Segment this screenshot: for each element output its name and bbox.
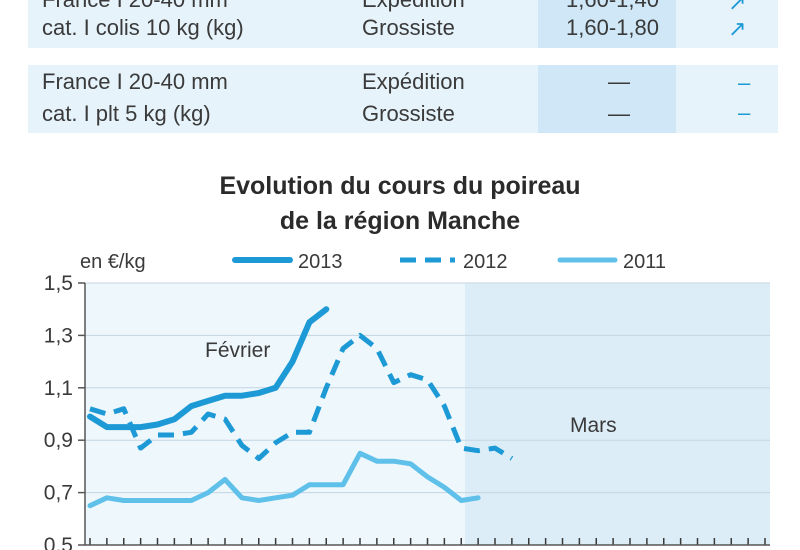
stage-label: Expédition xyxy=(362,0,465,16)
trend-stable-icon: – xyxy=(738,70,751,95)
price-value: 1,60-1,80 xyxy=(566,15,659,40)
price-value: — xyxy=(608,101,630,126)
price-table: France I 20-40 mm cat. I colis 10 kg (kg… xyxy=(28,0,778,135)
chart-title-line-1: Evolution du cours du poireau xyxy=(219,172,581,200)
trend-stable-icon: – xyxy=(738,100,751,125)
legend-label: 2011 xyxy=(623,251,666,273)
price-column xyxy=(538,0,676,48)
y-tick-label: 0,9 xyxy=(44,429,73,452)
annotation-mars: Mars xyxy=(570,414,617,437)
series-line-2012 xyxy=(89,332,514,461)
legend-label: 2013 xyxy=(298,251,343,273)
y-tick-label: 0,5 xyxy=(44,534,73,550)
product-line: cat. I plt 5 kg (kg) xyxy=(42,101,211,126)
legend-label: 2012 xyxy=(463,251,508,273)
y-tick-label: 1,3 xyxy=(44,324,73,347)
y-tick-label: 0,7 xyxy=(44,482,73,505)
annotation-fevrier: Février xyxy=(205,339,270,362)
stage-label: Expédition xyxy=(362,69,465,94)
product-line: France I 20-40 mm xyxy=(42,69,228,94)
y-axis-label: en €/kg xyxy=(80,251,146,273)
y-tick-label: 1,1 xyxy=(44,377,73,400)
product-line: cat. I colis 10 kg (kg) xyxy=(42,15,244,40)
stage-label: Grossiste xyxy=(362,101,455,126)
y-tick-label: 1,5 xyxy=(44,272,73,295)
price-column xyxy=(538,65,676,133)
chart-title-line-2: de la région Manche xyxy=(279,207,521,235)
price-value: 1,60-1,40 xyxy=(566,0,659,16)
series-line-2011 xyxy=(87,450,481,509)
trend-up-icon: ↗ xyxy=(728,16,747,41)
stage-label: Grossiste xyxy=(362,15,455,40)
product-line: France I 20-40 mm xyxy=(42,0,228,16)
march-period-band xyxy=(465,283,770,545)
price-value: — xyxy=(608,69,630,94)
trend-up-icon: ↗ xyxy=(728,0,747,15)
